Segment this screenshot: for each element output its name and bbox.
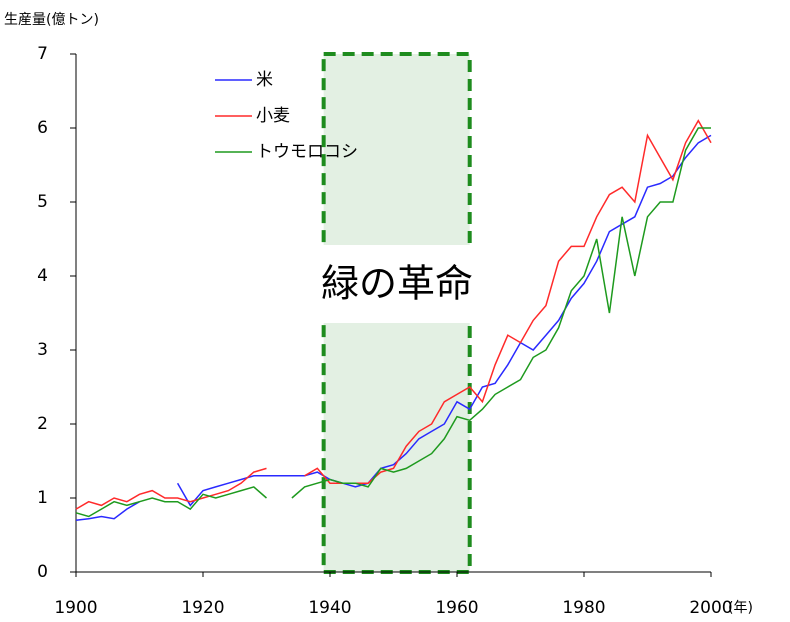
x-tick-label: 1900	[54, 598, 97, 618]
y-tick-label: 5	[37, 192, 48, 212]
y-axis-label: 生産量(億トン)	[4, 12, 99, 28]
x-tick-label: 2000	[689, 598, 732, 618]
y-tick-label: 2	[37, 414, 48, 434]
x-tick-label: 1940	[308, 598, 351, 618]
y-tick-label: 4	[37, 266, 48, 286]
annotation-background	[295, 245, 500, 323]
legend-label: 米	[256, 70, 273, 90]
y-tick-label: 1	[37, 488, 48, 508]
y-tick-label: 3	[37, 340, 48, 360]
y-tick-label: 0	[37, 562, 48, 582]
annotation: 緑の革命	[321, 262, 473, 306]
x-axis-label: (年)	[728, 600, 753, 616]
legend-label: トウモロコシ	[256, 142, 358, 162]
x-tick-label: 1960	[435, 598, 478, 618]
series-line	[75, 127, 711, 518]
y-tick-label: 6	[37, 118, 48, 138]
series-line	[75, 134, 712, 521]
x-tick-label: 1920	[181, 598, 224, 618]
y-tick-label: 7	[37, 44, 48, 64]
x-tick-label: 1980	[562, 598, 605, 618]
legend-label: 小麦	[256, 106, 290, 126]
